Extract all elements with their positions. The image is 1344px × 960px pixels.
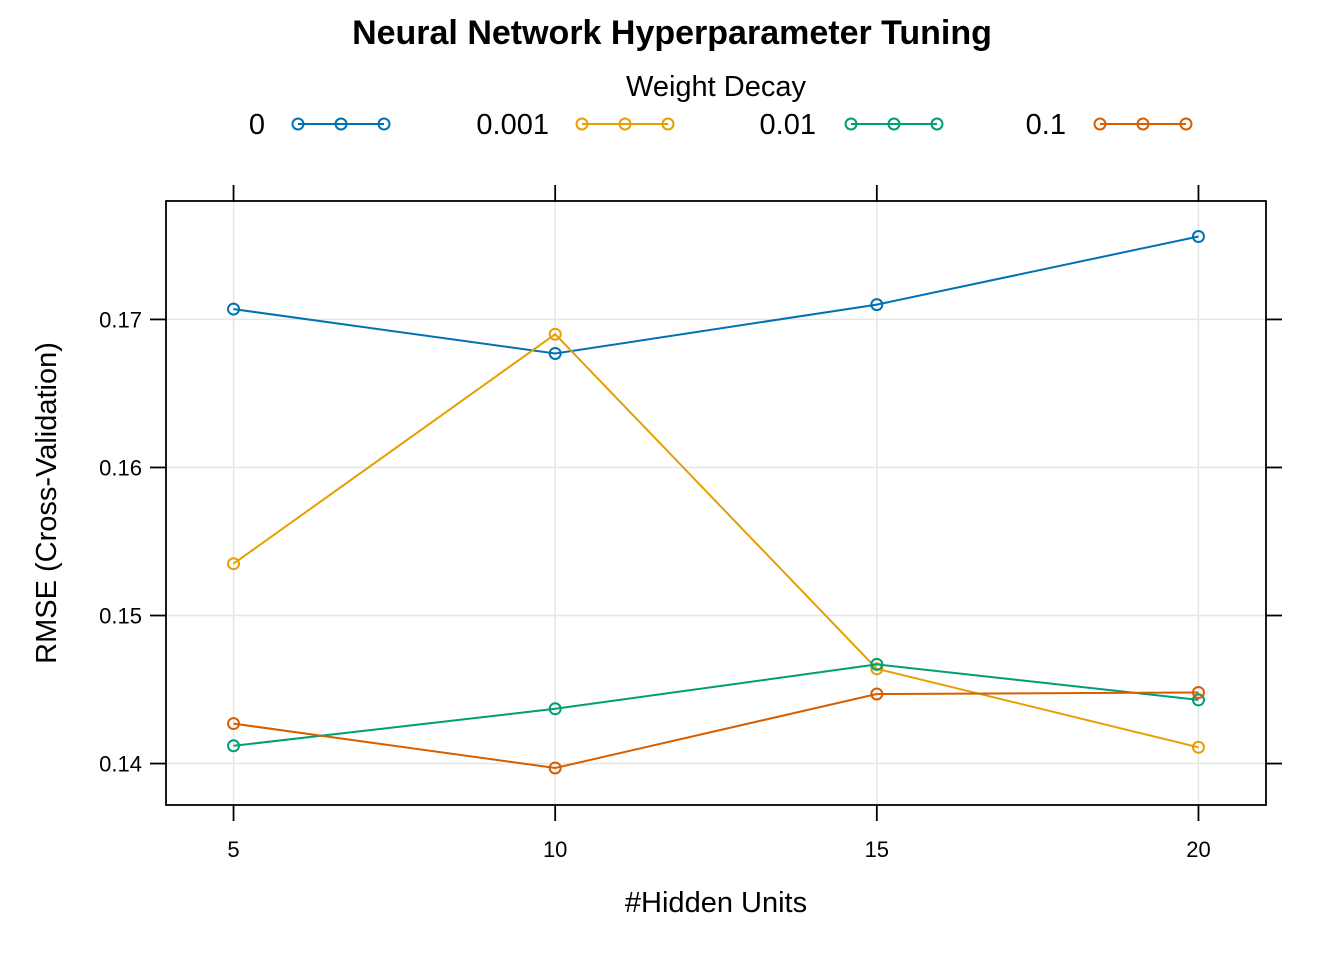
data-point (870, 687, 884, 701)
data-point (227, 302, 241, 316)
series-1 (227, 327, 1205, 754)
legend-title: Weight Decay (626, 71, 806, 103)
tick-labels: 5 10 15 20 0.14 0.15 0.16 0.17 (99, 307, 1211, 862)
series-line (232, 332, 1199, 749)
legend-key-marker (1136, 117, 1150, 131)
y-tick-label: 0.17 (99, 307, 142, 332)
data-point (548, 702, 562, 716)
data-point (870, 298, 884, 312)
legend-label: 0.01 (760, 109, 816, 141)
legend-key-marker (575, 117, 589, 131)
data-point (1191, 740, 1205, 754)
data-point (548, 327, 562, 341)
legend-key-marker (887, 117, 901, 131)
series-3 (227, 685, 1205, 775)
legend-key-marker (930, 117, 944, 131)
legend-item: 0.1 (1026, 109, 1193, 141)
data-point (548, 761, 562, 775)
axis-ticks (150, 185, 1282, 821)
legend-item: 0.01 (760, 109, 944, 141)
x-tick-label: 5 (227, 837, 239, 862)
series-2 (227, 657, 1205, 753)
series-group (227, 230, 1205, 775)
chart-title: Neural Network Hyperparameter Tuning (352, 14, 992, 52)
series-line (233, 663, 1199, 747)
legend-items: 0 0.001 0.01 0.1 (249, 109, 1193, 141)
data-point (870, 657, 884, 671)
series-0 (227, 230, 1205, 360)
x-tick-label: 20 (1186, 837, 1210, 862)
data-point (1191, 230, 1205, 244)
legend-key-marker (618, 117, 632, 131)
data-point (548, 346, 562, 360)
data-point (1191, 693, 1205, 707)
x-axis-label: #Hidden Units (625, 887, 807, 919)
legend-item: 0 (249, 109, 391, 141)
legend-label: 0.001 (476, 109, 549, 141)
legend-label: 0.1 (1026, 109, 1066, 141)
x-tick-label: 15 (865, 837, 889, 862)
data-point (227, 717, 241, 731)
x-tick-label: 10 (543, 837, 567, 862)
data-point (227, 557, 241, 571)
data-point (1191, 685, 1205, 699)
legend-key-marker (1179, 117, 1193, 131)
y-tick-label: 0.16 (99, 455, 142, 480)
grid (166, 201, 1266, 805)
data-point (227, 739, 241, 753)
y-tick-label: 0.14 (99, 752, 142, 777)
legend: Weight Decay 0 0.001 0.01 0.1 (249, 71, 1193, 141)
plot-frame (165, 200, 1267, 806)
legend-key-marker (377, 117, 391, 131)
legend-key-marker (291, 117, 305, 131)
y-axis-label: RMSE (Cross-Validation) (31, 342, 63, 664)
legend-label: 0 (249, 109, 265, 141)
legend-key-marker (334, 117, 348, 131)
legend-key-marker (1093, 117, 1107, 131)
series-line (233, 691, 1199, 770)
y-tick-label: 0.15 (99, 604, 142, 629)
legend-key-marker (844, 117, 858, 131)
data-point (870, 662, 884, 676)
series-line (233, 235, 1199, 355)
legend-key-marker (661, 117, 675, 131)
legend-item: 0.001 (476, 109, 675, 141)
